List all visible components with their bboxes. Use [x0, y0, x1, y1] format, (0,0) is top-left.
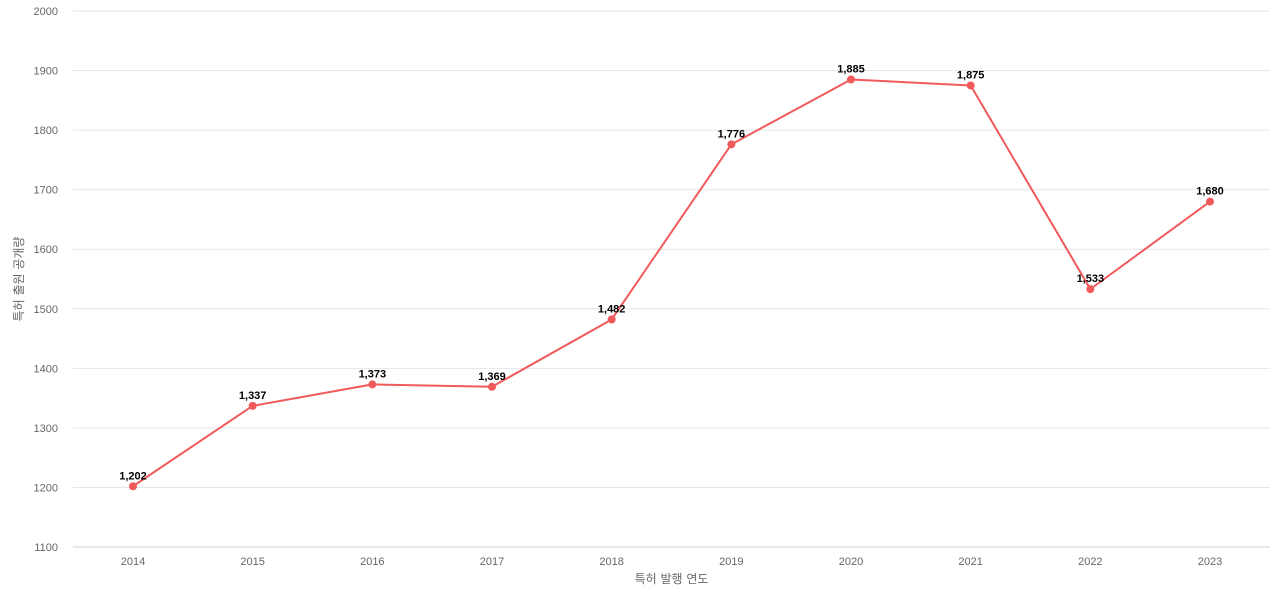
data-label: 1,369: [478, 371, 506, 383]
y-tick-label: 1400: [34, 363, 58, 375]
data-point: [1206, 197, 1214, 206]
data-point: [129, 482, 137, 491]
data-label: 1,885: [837, 63, 865, 75]
x-tick-label: 2015: [240, 556, 264, 568]
data-label: 1,680: [1196, 186, 1224, 198]
data-label: 1,875: [957, 69, 985, 81]
x-tick-label: 2023: [1198, 556, 1222, 568]
y-tick-label: 1200: [34, 482, 58, 494]
data-point: [1086, 285, 1095, 294]
x-tick-label: 2014: [121, 556, 145, 568]
y-tick-label: 1900: [34, 66, 58, 78]
y-tick-label: 1100: [34, 542, 58, 554]
data-label: 1,482: [598, 303, 626, 315]
x-tick-label: 2022: [1078, 556, 1102, 568]
data-labels: 1,202 1,337 1,373 1,369 1,482 1,776 1,885 1,875…: [119, 63, 1224, 482]
y-axis-title: 특허 출원 공개량: [12, 237, 26, 322]
x-tick-label: 2019: [719, 556, 743, 568]
data-label: 1,373: [359, 368, 387, 380]
data-point: [488, 382, 496, 391]
data-point: [368, 380, 377, 389]
data-point: [607, 315, 616, 324]
data-point: [847, 75, 855, 84]
data-label: 1,337: [239, 390, 267, 402]
data-label: 1,533: [1077, 273, 1105, 285]
y-tick-label: 2000: [34, 6, 58, 18]
x-tick-label: 2021: [958, 556, 982, 568]
y-tick-label: 1300: [34, 423, 58, 435]
data-point: [966, 81, 975, 90]
data-label: 1,776: [718, 128, 746, 140]
data-label: 1,202: [119, 470, 147, 482]
x-axis-title: 특허 발행 연도: [635, 571, 709, 586]
y-tick-label: 1800: [34, 125, 58, 137]
x-axis-ticks: 2014 2015 2016 2017 2018 2019 2020 2021 2022 2023: [121, 556, 1222, 568]
series-revenue: [129, 75, 1214, 491]
y-axis-ticks: 1100 1200 1300 1400 1500 1600 1700 1800 1900 2000: [34, 6, 58, 554]
y-tick-label: 1500: [34, 304, 58, 316]
x-tick-label: 2017: [480, 556, 504, 568]
y-tick-label: 1700: [34, 185, 58, 197]
data-point: [727, 140, 736, 149]
series-line: [132, 78, 1211, 488]
x-tick-label: 2016: [360, 556, 384, 568]
x-tick-label: 2020: [839, 556, 863, 568]
data-point: [248, 401, 257, 410]
grid-lines: [73, 10, 1270, 488]
x-tick-label: 2018: [599, 556, 623, 568]
y-tick-label: 1600: [34, 244, 58, 256]
